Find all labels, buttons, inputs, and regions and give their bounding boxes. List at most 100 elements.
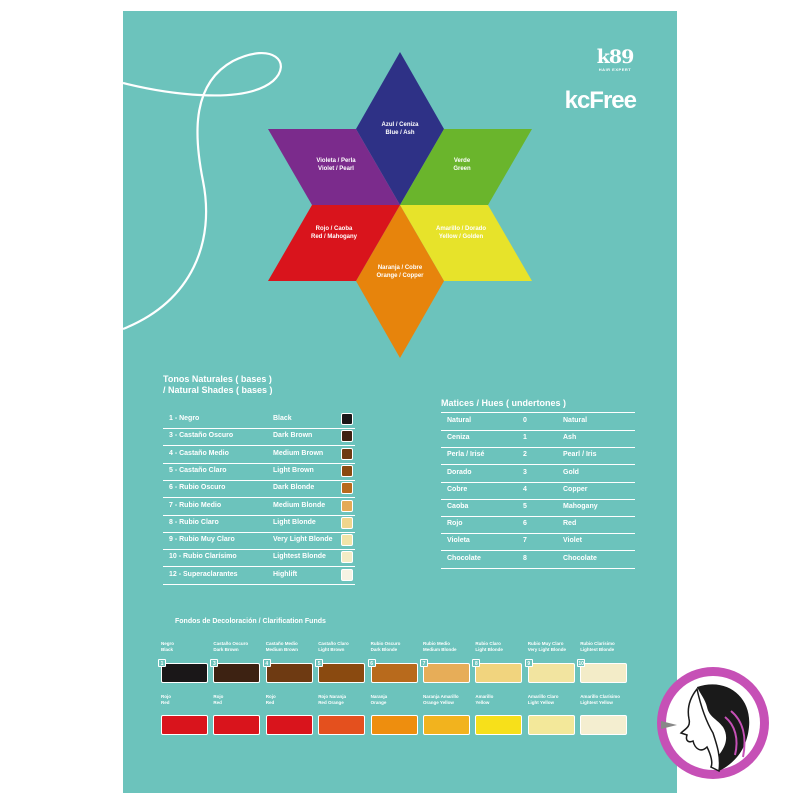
fund-number: 4 bbox=[262, 659, 271, 667]
natural-tone-row: 1 - Negro Black bbox=[163, 411, 355, 429]
undertone-number: 8 bbox=[523, 554, 527, 562]
fund-swatch bbox=[370, 663, 418, 683]
fund-swatch bbox=[161, 715, 208, 735]
fund-label: Rubio Claro Light Blonde bbox=[475, 641, 503, 652]
fund-label: Rojo Naranja Red Orange bbox=[318, 694, 346, 705]
fund-swatch bbox=[580, 715, 628, 735]
fund-swatch bbox=[213, 715, 261, 735]
undertone-row: Dorado 3 Gold bbox=[441, 465, 635, 483]
natural-tones-title-en: / Natural Shades ( bases ) bbox=[163, 385, 273, 395]
natural-tone-name-es: 9 - Rubio Muy Claro bbox=[169, 536, 235, 544]
fund-label: Castaño Oscuro Dark Brown bbox=[213, 641, 249, 652]
undertone-name-es: Perla / Irisé bbox=[447, 451, 485, 459]
natural-tone-row: 10 - Rubio Clarísimo Lightest Blonde bbox=[163, 549, 355, 568]
natural-tone-swatch bbox=[341, 499, 353, 512]
fund-swatch bbox=[318, 715, 366, 735]
fund-swatch bbox=[527, 715, 575, 735]
natural-tone-name-es: 12 - Superaclarantes bbox=[169, 570, 238, 578]
natural-tone-name-es: 5 - Castaño Claro bbox=[169, 466, 227, 474]
natural-tone-name-en: Medium Blonde bbox=[273, 501, 326, 509]
fund-label: Rubio Clarísimo Lightest Blonde bbox=[580, 641, 615, 652]
natural-tones-title: Tonos Naturales ( bases ) / Natural Shad… bbox=[163, 374, 273, 396]
fund-number: 7 bbox=[420, 659, 428, 667]
color-star bbox=[268, 52, 532, 358]
natural-tone-name-en: Light Brown bbox=[273, 466, 314, 474]
natural-tone-swatch bbox=[341, 568, 353, 581]
fund-label: Castaño Medio Medium Brown bbox=[265, 641, 299, 652]
hair-salon-badge bbox=[657, 667, 769, 779]
undertone-name-en: Red bbox=[563, 520, 577, 528]
natural-tones-title-es: Tonos Naturales ( bases ) bbox=[163, 374, 272, 384]
undertone-name-en: Chocolate bbox=[563, 554, 597, 562]
undertone-row: Cobre 4 Copper bbox=[441, 482, 635, 500]
undertone-name-es: Violeta bbox=[447, 537, 470, 545]
natural-tone-name-es: 4 - Castaño Medio bbox=[169, 449, 229, 457]
natural-tone-name-es: 10 - Rubio Clarísimo bbox=[169, 553, 237, 561]
fund-swatch bbox=[161, 663, 208, 683]
undertone-name-es: Cobre bbox=[447, 485, 468, 493]
star-label-lower-right: Amarillo / Dorado Yellow / Golden bbox=[435, 226, 486, 240]
natural-tone-name-en: Black bbox=[273, 415, 292, 422]
fund-number: 8 bbox=[472, 659, 481, 667]
undertone-name-es: Caoba bbox=[447, 503, 469, 510]
fund-label: Rojo Red bbox=[265, 694, 276, 705]
undertone-number: 5 bbox=[523, 503, 527, 510]
color-chart-sheet: k89 HAIR EXPERT kcFree Azul / Ceniza Blue… bbox=[123, 11, 677, 793]
natural-tone-name-en: Medium Brown bbox=[273, 449, 324, 457]
undertones-title: Matices / Hues ( undertones ) bbox=[441, 398, 567, 408]
undertone-row: Violeta 7 Violet bbox=[441, 533, 635, 552]
fund-label: Amarillo Claro Light Yellow bbox=[527, 694, 559, 705]
woman-silhouette-icon bbox=[661, 684, 750, 773]
fund-label: Rubio Muy Claro Very Light Blonde bbox=[527, 641, 567, 652]
undertone-number: 6 bbox=[523, 520, 527, 528]
fund-swatch bbox=[475, 715, 523, 735]
natural-tone-row: 12 - Superaclarantes Highlift bbox=[163, 567, 355, 585]
undertone-name-es: Chocolate bbox=[447, 554, 481, 562]
undertone-number: 4 bbox=[523, 485, 527, 493]
fund-swatch bbox=[370, 715, 418, 735]
fund-label: Castaño Claro Light Brown bbox=[318, 641, 349, 652]
fund-label: Rojo Red bbox=[213, 694, 224, 705]
fund-label: Amarillo Yellow bbox=[475, 694, 494, 705]
undertone-number: 2 bbox=[523, 451, 527, 459]
undertone-name-en: Copper bbox=[563, 485, 588, 493]
natural-tone-row: 9 - Rubio Muy Claro Very Light Blonde bbox=[163, 532, 355, 551]
natural-tone-swatch bbox=[341, 430, 353, 443]
natural-tone-swatch bbox=[341, 551, 353, 564]
fund-swatch bbox=[580, 663, 628, 683]
natural-tone-swatch bbox=[341, 464, 353, 477]
natural-tone-name-en: Light Blonde bbox=[273, 518, 316, 526]
undertone-number: 3 bbox=[523, 468, 527, 476]
undertone-name-en: Pearl / Iris bbox=[563, 451, 597, 459]
natural-tone-row: 8 - Rubio Claro Light Blonde bbox=[163, 515, 355, 533]
natural-tone-row: 6 - Rubio Oscuro Dark Blonde bbox=[163, 480, 355, 499]
k89-logo: k89 HAIR EXPERT bbox=[593, 48, 637, 73]
undertone-row: Perla / Irisé 2 Pearl / Iris bbox=[441, 447, 635, 466]
star-label-upper-left: Violeta / Perla Violet / Pearl bbox=[316, 158, 356, 172]
logo-tagline: HAIR EXPERT bbox=[598, 67, 632, 72]
fund-swatch bbox=[265, 715, 313, 735]
fund-label: Naranja Orange bbox=[370, 694, 388, 705]
fund-label: Naranja Amarillo Orange Yellow bbox=[423, 694, 459, 705]
undertone-name-en: Natural bbox=[563, 417, 588, 424]
natural-tone-name-en: Very Light Blonde bbox=[273, 536, 333, 544]
fund-swatch bbox=[265, 663, 313, 683]
natural-tone-row: 4 - Castaño Medio Medium Brown bbox=[163, 446, 355, 464]
natural-tone-name-en: Lightest Blonde bbox=[273, 553, 326, 561]
natural-tone-swatch bbox=[341, 482, 353, 495]
natural-tone-name-es: 3 - Castaño Oscuro bbox=[169, 432, 234, 440]
undertone-name-es: Natural bbox=[447, 417, 472, 424]
fund-swatch bbox=[423, 663, 470, 683]
star-label-upper-right: Verde Green bbox=[453, 158, 471, 172]
fund-number: 3 bbox=[210, 659, 219, 667]
fund-number: 10 bbox=[577, 659, 586, 667]
fund-swatch bbox=[423, 715, 470, 735]
fund-number: 1 bbox=[158, 659, 166, 667]
natural-tone-row: 7 - Rubio Medio Medium Blonde bbox=[163, 498, 355, 516]
natural-tone-name-en: Dark Blonde bbox=[273, 484, 315, 492]
undertone-row: Rojo 6 Red bbox=[441, 516, 635, 535]
natural-tone-name-en: Dark Brown bbox=[273, 432, 313, 440]
fund-number: 6 bbox=[367, 659, 376, 667]
fund-label: Rubio Oscuro Dark Blonde bbox=[370, 641, 401, 652]
natural-tone-swatch bbox=[341, 516, 353, 529]
